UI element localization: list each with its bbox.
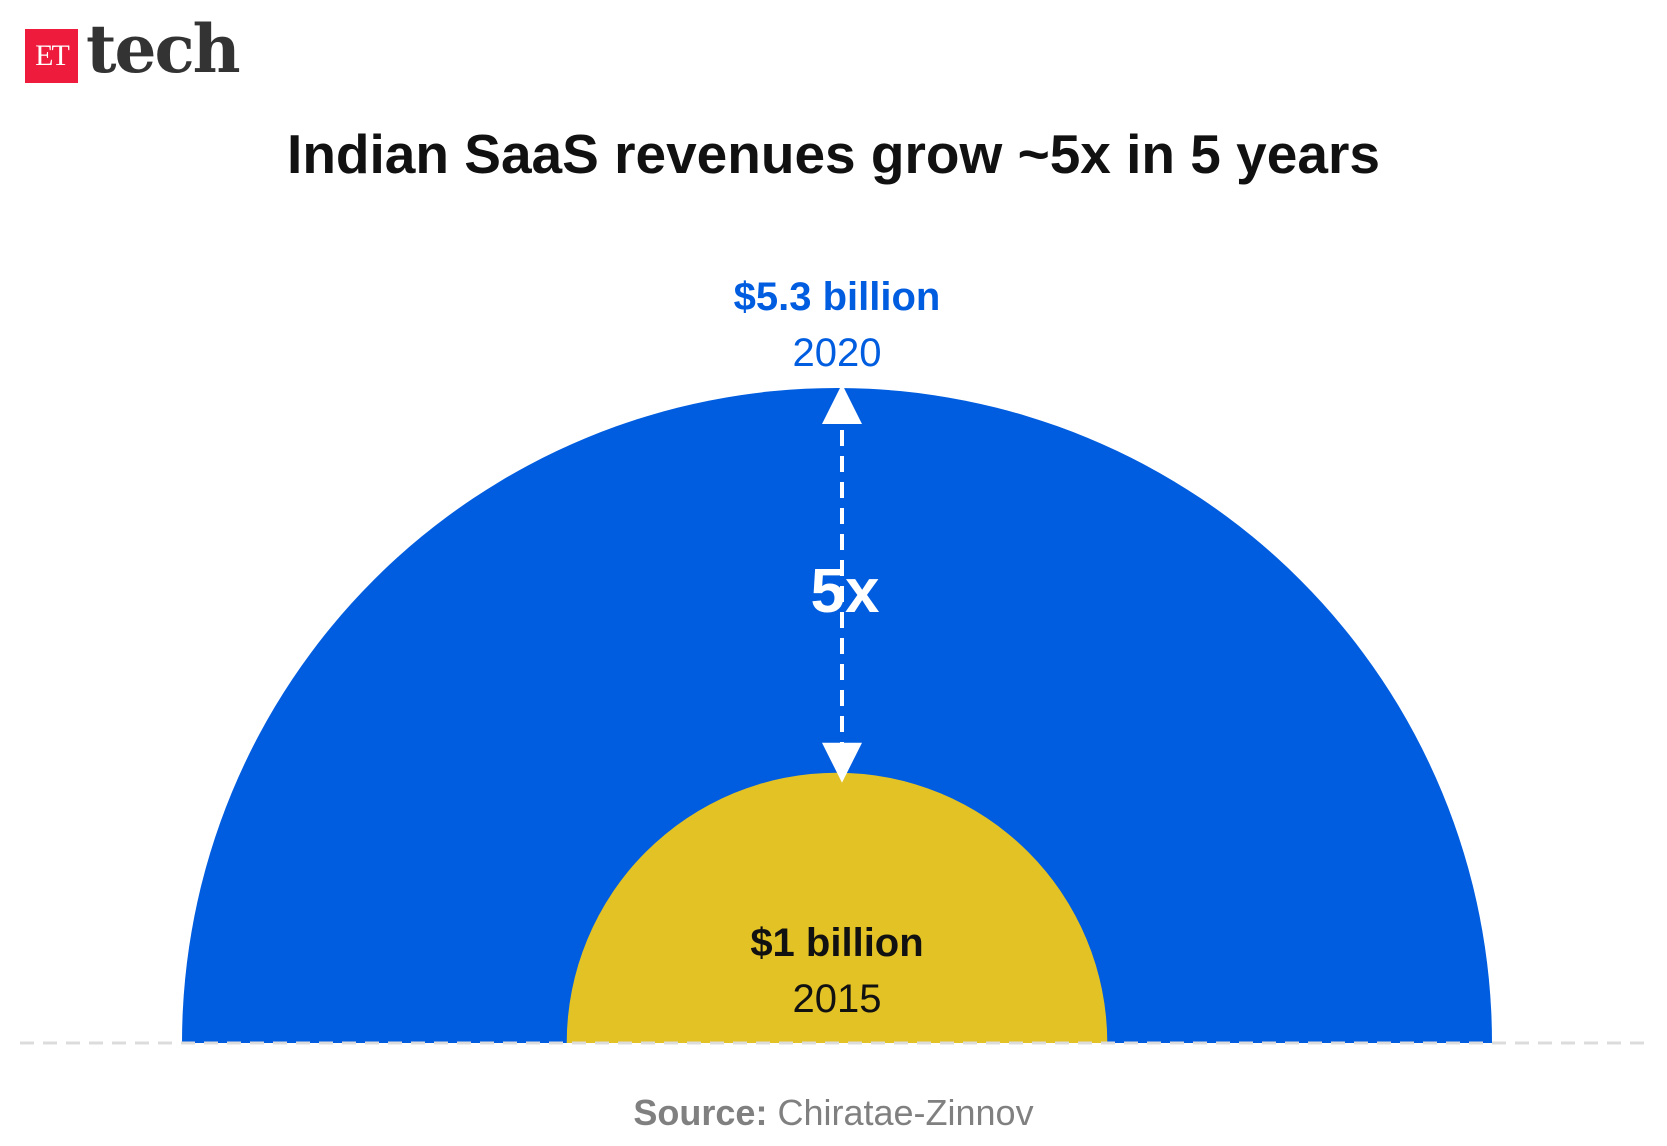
label-2020-year: 2020 (793, 331, 882, 375)
logo-tech: tech (86, 10, 241, 88)
label-2015-value: $1 billion (750, 921, 923, 965)
label-2020-value: $5.3 billion (734, 275, 941, 319)
label-2015-year: 2015 (793, 977, 882, 1021)
chart-title: Indian SaaS revenues grow ~5x in 5 years (287, 123, 1380, 185)
source-text: Chiratae-Zinnov (777, 1092, 1034, 1133)
semicircle-2015 (566, 772, 1108, 1043)
source-note: Source: Chiratae-Zinnov (0, 1092, 1667, 1134)
annotation-5x: 5x (811, 557, 880, 626)
logo-et: ET (25, 29, 78, 83)
source-label: Source: (633, 1092, 768, 1133)
